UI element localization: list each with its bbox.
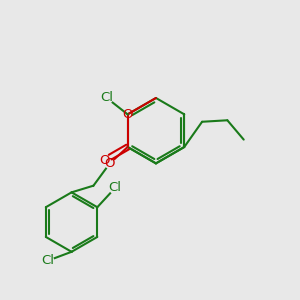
Text: Cl: Cl bbox=[100, 92, 113, 104]
Text: O: O bbox=[122, 108, 133, 121]
Text: Cl: Cl bbox=[109, 182, 122, 194]
Text: Cl: Cl bbox=[41, 254, 54, 267]
Text: O: O bbox=[99, 154, 110, 167]
Text: O: O bbox=[104, 157, 115, 170]
